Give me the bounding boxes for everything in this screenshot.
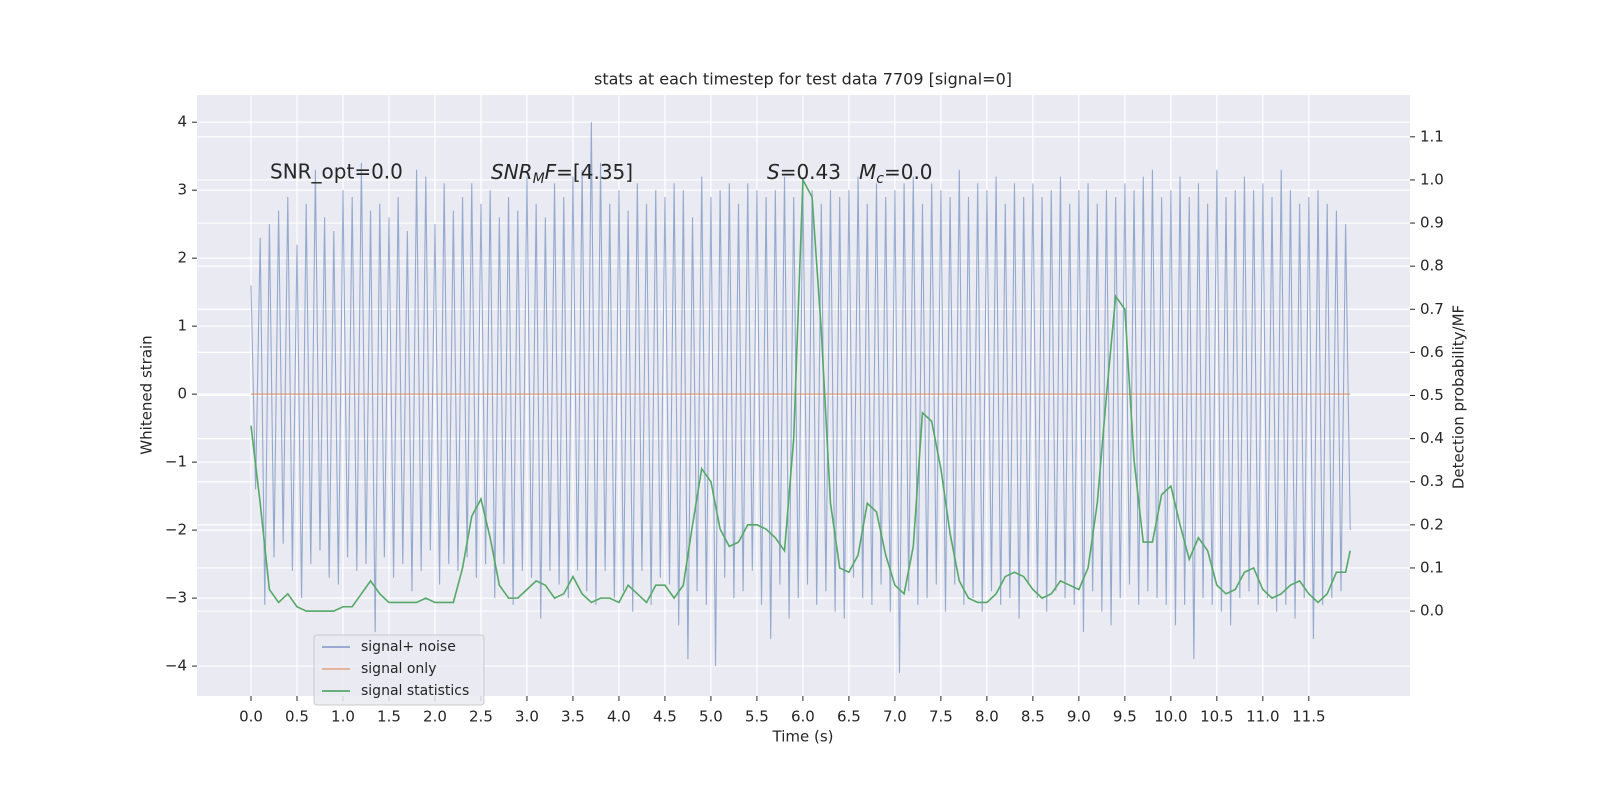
legend: signal+ noise signal only signal statistic… xyxy=(313,634,485,706)
annotation-part: SNR xyxy=(491,160,533,184)
y2-tick-label: 0.7 xyxy=(1420,300,1444,318)
x-tick-label: 7.0 xyxy=(883,708,907,726)
x-tick-label: 3.5 xyxy=(561,708,585,726)
x-axis-label: Time (s) xyxy=(772,728,834,746)
y-tick-label: −2 xyxy=(165,521,187,539)
annotation-part: S xyxy=(767,160,780,184)
y2-tick-label: 0.1 xyxy=(1420,558,1444,576)
y-tick-label: −3 xyxy=(165,589,187,607)
legend-label: signal statistics xyxy=(361,683,469,699)
x-tick-label: 5.5 xyxy=(745,708,769,726)
x-tick-label: 1.0 xyxy=(331,708,355,726)
y2-tick-label: 1.1 xyxy=(1420,127,1444,145)
x-tick-label: 2.0 xyxy=(423,708,447,726)
y-tick-label: 1 xyxy=(177,317,187,335)
x-tick-label: 1.5 xyxy=(377,708,401,726)
y2-tick-label: 0.5 xyxy=(1420,386,1444,404)
x-tick-label: 3.0 xyxy=(515,708,539,726)
y2-tick-label: 0.0 xyxy=(1420,602,1444,620)
x-tick-label: 11.5 xyxy=(1292,708,1325,726)
x-tick-label: 10.0 xyxy=(1154,708,1187,726)
x-tick-label: 6.0 xyxy=(791,708,815,726)
annotation: S=0.43 Mc=0.0 xyxy=(767,160,933,188)
x-tick-label: 6.5 xyxy=(837,708,861,726)
y-tick-label: −4 xyxy=(165,657,187,675)
y2-tick-label: 0.8 xyxy=(1420,257,1444,275)
y-tick-label: −1 xyxy=(165,453,187,471)
legend-label: signal+ noise xyxy=(361,639,456,655)
annotation-part: M xyxy=(859,160,876,184)
x-tick-label: 4.0 xyxy=(607,708,631,726)
y-tick-label: 0 xyxy=(177,385,187,403)
annotation-subscript: c xyxy=(876,171,884,187)
x-tick-label: 8.0 xyxy=(975,708,999,726)
x-tick-label: 5.0 xyxy=(699,708,723,726)
y-tick-label: 3 xyxy=(177,181,187,199)
chart-title: stats at each timestep for test data 770… xyxy=(594,70,1012,89)
x-tick-label: 11.0 xyxy=(1246,708,1279,726)
y2-tick-label: 0.2 xyxy=(1420,515,1444,533)
x-tick-label: 2.5 xyxy=(469,708,493,726)
annotation-part: =0.43 xyxy=(780,160,841,184)
x-tick-label: 9.0 xyxy=(1067,708,1091,726)
x-tick-label: 7.5 xyxy=(929,708,953,726)
y2-tick-label: 0.9 xyxy=(1420,214,1444,232)
legend-box xyxy=(313,634,485,706)
annotation-part: =0.0 xyxy=(884,160,933,184)
x-tick-label: 0.5 xyxy=(285,708,309,726)
annotation: SNR_opt=0.0 xyxy=(270,160,403,184)
y-tick-label: 2 xyxy=(177,249,187,267)
y2-tick-label: 0.6 xyxy=(1420,343,1444,361)
y2-tick-label: 0.3 xyxy=(1420,472,1444,490)
annotation-part: =[4.35] xyxy=(556,160,633,184)
y2-tick-label: 0.4 xyxy=(1420,429,1444,447)
x-tick-label: 10.5 xyxy=(1200,708,1233,726)
x-tick-label: 9.5 xyxy=(1113,708,1137,726)
series-line xyxy=(250,122,1351,673)
annotation-part: F xyxy=(545,160,557,184)
legend-label: signal only xyxy=(361,661,436,677)
y2-axis-label: Detection probability/MF xyxy=(1450,305,1468,489)
y-axis-label: Whitened strain xyxy=(138,335,156,454)
annotation-subscript: M xyxy=(533,171,545,187)
x-tick-label: 4.5 xyxy=(653,708,677,726)
y-tick-label: 4 xyxy=(177,113,187,131)
x-tick-label: 8.5 xyxy=(1021,708,1045,726)
x-tick-label: 0.0 xyxy=(239,708,263,726)
series-line xyxy=(250,176,1351,612)
annotation: SNRMF=[4.35] xyxy=(491,160,633,188)
y2-tick-label: 1.0 xyxy=(1420,170,1444,188)
